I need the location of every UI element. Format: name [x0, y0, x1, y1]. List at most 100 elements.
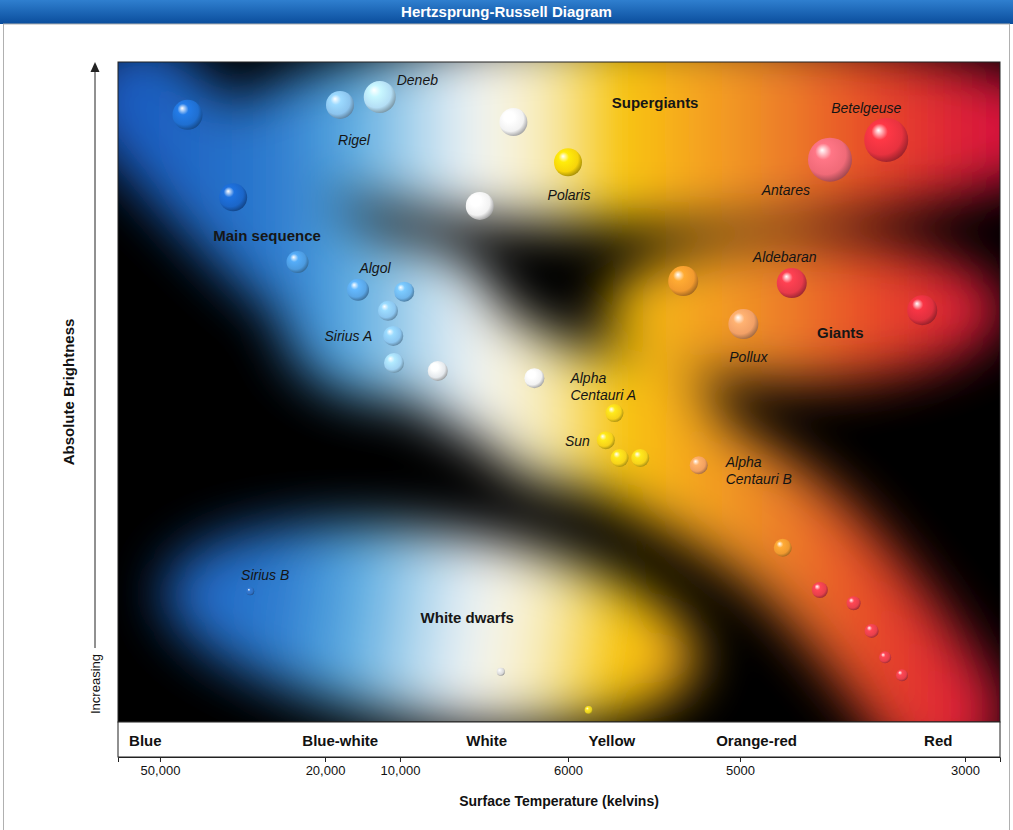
star	[896, 669, 908, 681]
star	[428, 361, 448, 381]
star-label: Sirius A	[325, 328, 373, 344]
star-label: Rigel	[338, 132, 371, 148]
star-label: Antares	[761, 182, 810, 198]
giants-glow	[605, 238, 1000, 382]
star	[907, 295, 937, 325]
star	[384, 353, 404, 373]
chart-container: Hertzsprung-Russell Diagram Rigel Deneb Pol…	[0, 0, 1013, 830]
star	[585, 706, 593, 714]
y-axis-arrow-head	[91, 62, 100, 72]
star	[172, 100, 202, 130]
y-axis-title: Absolute Brightness	[60, 319, 77, 466]
header-bar	[0, 0, 1013, 24]
chart-title: Hertzsprung-Russell Diagram	[401, 3, 612, 20]
star	[611, 449, 629, 467]
region-label: Supergiants	[612, 94, 699, 111]
star	[864, 118, 908, 162]
x-axis: 50,000 20,000 10,000 6000 5000 3000	[119, 757, 1001, 778]
x-tick: 3000	[951, 757, 980, 778]
star-label: AlphaCentauri A	[569, 370, 636, 403]
star	[219, 183, 247, 211]
stars	[172, 81, 937, 714]
star	[326, 91, 354, 119]
star-label: Deneb	[397, 72, 438, 88]
star	[347, 279, 369, 301]
star	[246, 587, 254, 595]
star	[668, 266, 698, 296]
star	[631, 449, 649, 467]
y-direction-label: Increasing	[88, 654, 103, 714]
star	[847, 596, 861, 610]
x-tick-label: 50,000	[141, 763, 181, 778]
color-band-strip	[118, 722, 1000, 757]
color-band-label: Orange-red	[716, 732, 797, 749]
x-tick-mark	[965, 757, 966, 762]
star	[524, 368, 544, 388]
star-label: Sun	[565, 433, 590, 449]
star	[287, 251, 309, 273]
color-band-label: White	[466, 732, 507, 749]
main-sequence-glow	[280, 240, 500, 400]
y-axis-arrow-line	[95, 68, 96, 648]
x-axis-title: Surface Temperature (kelvins)	[459, 793, 659, 809]
star-label: Algol	[358, 260, 391, 276]
color-band-label: Blue	[129, 732, 162, 749]
star	[378, 301, 398, 321]
color-band-label: Blue-white	[302, 732, 378, 749]
region-label: Main sequence	[213, 227, 321, 244]
region-label: White dwarfs	[421, 609, 514, 626]
x-tick-label: 3000	[951, 763, 980, 778]
star	[394, 282, 414, 302]
plot-area: RigelDenebPolarisAntaresBetelgeuseAlgolS…	[118, 35, 1013, 757]
star	[879, 651, 891, 663]
x-tick-label: 10,000	[381, 763, 421, 778]
x-tick-label: 5000	[726, 763, 755, 778]
star	[777, 268, 807, 298]
region-labels: Supergiants Main sequence Giants White dwar…	[213, 94, 863, 626]
x-tick-mark	[325, 757, 326, 762]
star-label: Pollux	[729, 349, 768, 365]
star-label: Polaris	[548, 187, 591, 203]
x-tick-mark	[400, 757, 401, 762]
star-label: AlphaCentauri B	[725, 454, 792, 487]
color-band-label: Yellow	[589, 732, 636, 749]
star	[383, 326, 403, 346]
color-band-labels: Blue Blue-white White Yellow Orange-red Red	[129, 732, 952, 749]
x-tick: 5000	[726, 757, 755, 778]
x-tick: 50,000	[141, 757, 181, 778]
star	[812, 582, 828, 598]
x-tick-label: 6000	[554, 763, 583, 778]
star	[499, 108, 527, 136]
star	[690, 456, 708, 474]
star	[466, 192, 494, 220]
star	[808, 138, 852, 182]
star	[597, 431, 615, 449]
chart-svg: Hertzsprung-Russell Diagram Rigel Deneb Pol…	[0, 0, 1013, 830]
star-label: Aldebaran	[752, 249, 817, 265]
star-label: Sirius B	[241, 567, 289, 583]
supergiant-glow	[220, 62, 1000, 225]
star	[728, 309, 758, 339]
x-tick-label: 20,000	[306, 763, 346, 778]
star	[774, 539, 792, 557]
background-glow	[140, 62, 1000, 722]
white-dwarf-glow	[149, 493, 710, 722]
plot-frame	[118, 62, 1000, 722]
x-tick-mark	[740, 757, 741, 762]
star-labels: Rigel Deneb Polaris Antares Betelgeuse Algol S…	[241, 72, 901, 583]
main-sequence-glow	[480, 350, 720, 490]
star	[497, 668, 505, 676]
star	[364, 81, 396, 113]
star	[554, 148, 582, 176]
star-label: Betelgeuse	[831, 100, 901, 116]
x-tick: 10,000	[381, 757, 421, 778]
color-band-label: Red	[924, 732, 952, 749]
region-label: Giants	[817, 324, 864, 341]
x-tick-mark	[568, 757, 569, 762]
x-tick-mark	[160, 757, 161, 762]
x-tick: 20,000	[306, 757, 346, 778]
star	[865, 624, 879, 638]
x-axis-line	[119, 758, 1001, 763]
star	[605, 404, 623, 422]
x-tick: 6000	[554, 757, 583, 778]
